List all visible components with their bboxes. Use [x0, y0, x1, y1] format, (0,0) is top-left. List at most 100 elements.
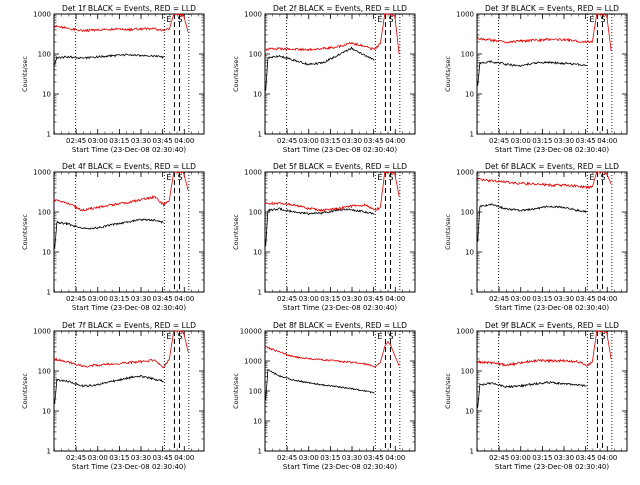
- marker-E-label: E: [589, 332, 594, 341]
- plot-frame: [53, 171, 205, 293]
- panel-title: Det 9f BLACK = Events, RED = LLD: [485, 321, 619, 330]
- x-tick-label: 03:15: [320, 454, 340, 462]
- x-tick-label: 02:45: [277, 137, 297, 145]
- x-tick-label: 03:00: [511, 454, 531, 462]
- y-tick-label: 10000: [240, 328, 262, 336]
- x-tick-label: 03:30: [342, 295, 362, 303]
- y-tick-label: 1: [47, 289, 51, 297]
- series-lld-line: [476, 13, 612, 51]
- y-tick-label: 1: [470, 131, 474, 139]
- y-tick-label: 1000: [244, 11, 262, 19]
- x-tick-label: 03:45: [153, 454, 173, 462]
- x-tick-label: 03:30: [131, 295, 151, 303]
- marker-E-label: E: [166, 15, 171, 24]
- series-lld-line: [53, 171, 189, 212]
- panel-3: Det 3f BLACK = Events, RED = LLD 1 10 100 10…: [444, 4, 628, 154]
- series-events-line: [477, 203, 587, 242]
- panel-4: Det 4f BLACK = Events, RED = LLD 1 10 100 10…: [21, 162, 205, 312]
- y-tick-label: 1000: [456, 11, 474, 19]
- y-axis-label: Counts/sec: [444, 56, 452, 92]
- x-tick-label: 03:00: [88, 454, 108, 462]
- x-tick-label: 03:00: [88, 137, 108, 145]
- y-tick-label: 10: [253, 249, 262, 257]
- y-axis-label: Counts/sec: [444, 214, 452, 250]
- marker-S-label: S: [600, 15, 605, 24]
- y-tick-label: 10: [42, 91, 51, 99]
- y-tick-label: 10: [465, 91, 474, 99]
- y-tick-label: 1: [470, 448, 474, 456]
- x-axis-label: Start Time (23-Dec-08 02:30:40): [283, 146, 397, 154]
- panel-6: Det 6f BLACK = Events, RED = LLD 1 10 100 10…: [444, 162, 628, 312]
- series-events-line: [477, 381, 587, 408]
- y-axis-label: Counts/sec: [21, 56, 29, 92]
- y-tick-label: 1: [258, 289, 262, 297]
- series-lld-line: [53, 330, 189, 369]
- x-tick-label: 03:15: [532, 295, 552, 303]
- series-lld-line: [264, 13, 400, 55]
- panel-title: Det 3f BLACK = Events, RED = LLD: [485, 4, 619, 13]
- x-tick-label: 02:45: [66, 454, 86, 462]
- y-tick-label: 10: [465, 408, 474, 416]
- x-tick-label: 03:15: [109, 295, 129, 303]
- x-axis-label: Start Time (23-Dec-08 02:30:40): [495, 304, 609, 312]
- panel-2: Det 2f BLACK = Events, RED = LLD 1 10 100 10…: [232, 4, 416, 154]
- x-tick-label: 03:00: [299, 295, 319, 303]
- marker-E-label: E: [589, 173, 594, 182]
- x-tick-label: 03:15: [532, 137, 552, 145]
- y-tick-label: 100: [249, 388, 262, 396]
- x-tick-label: 03:45: [576, 454, 596, 462]
- y-tick-label: 100: [38, 368, 51, 376]
- y-tick-label: 10: [465, 249, 474, 257]
- series-lld-line: [476, 171, 612, 190]
- x-axis-label: Start Time (23-Dec-08 02:30:40): [72, 304, 186, 312]
- y-tick-label: 1000: [33, 328, 51, 336]
- marker-S-label: S: [177, 15, 182, 24]
- panel-title: Det 8f BLACK = Events, RED = LLD: [273, 321, 407, 330]
- y-axis-label: Counts/sec: [232, 214, 240, 250]
- panel-title: Det 2f BLACK = Events, RED = LLD: [273, 4, 407, 13]
- y-tick-label: 1: [258, 131, 262, 139]
- y-tick-label: 1000: [456, 328, 474, 336]
- x-tick-label: 03:15: [320, 295, 340, 303]
- y-tick-label: 10: [42, 408, 51, 416]
- x-tick-label: 04:00: [174, 454, 194, 462]
- marker-S-label: S: [388, 332, 393, 341]
- x-tick-label: 02:45: [277, 295, 297, 303]
- y-tick-label: 100: [249, 51, 262, 59]
- x-tick-label: 03:15: [320, 137, 340, 145]
- y-tick-label: 1: [47, 448, 51, 456]
- marker-E-label: E: [166, 332, 171, 341]
- y-tick-label: 1: [258, 448, 262, 456]
- x-axis-label: Start Time (23-Dec-08 02:30:40): [72, 463, 186, 471]
- x-tick-label: 03:45: [576, 295, 596, 303]
- marker-E-label: E: [377, 15, 382, 24]
- y-tick-label: 10: [42, 249, 51, 257]
- x-tick-label: 02:45: [489, 454, 509, 462]
- x-tick-label: 02:45: [489, 137, 509, 145]
- x-tick-label: 02:45: [66, 137, 86, 145]
- x-tick-label: 04:00: [385, 295, 405, 303]
- y-axis-label: Counts/sec: [232, 56, 240, 92]
- plot-frame: [264, 171, 416, 293]
- x-tick-label: 02:45: [66, 295, 86, 303]
- series-lld-line: [476, 330, 612, 367]
- y-tick-label: 1: [470, 289, 474, 297]
- y-tick-label: 1: [47, 131, 51, 139]
- x-tick-label: 03:45: [153, 295, 173, 303]
- series-events-line: [54, 374, 164, 405]
- x-tick-label: 03:00: [511, 295, 531, 303]
- y-tick-label: 1000: [244, 169, 262, 177]
- marker-E-label: E: [377, 173, 382, 182]
- y-tick-label: 10: [253, 91, 262, 99]
- panel-title: Det 1f BLACK = Events, RED = LLD: [62, 4, 196, 13]
- y-axis-label: Counts/sec: [232, 373, 240, 409]
- marker-S-label: S: [388, 173, 393, 182]
- x-tick-label: 03:30: [342, 454, 362, 462]
- series-events-line: [265, 368, 375, 401]
- x-tick-label: 03:30: [342, 137, 362, 145]
- y-tick-label: 1000: [33, 169, 51, 177]
- marker-E-label: E: [589, 15, 594, 24]
- x-tick-label: 03:00: [299, 137, 319, 145]
- panel-7: Det 7f BLACK = Events, RED = LLD 1 10 100 10…: [21, 321, 205, 471]
